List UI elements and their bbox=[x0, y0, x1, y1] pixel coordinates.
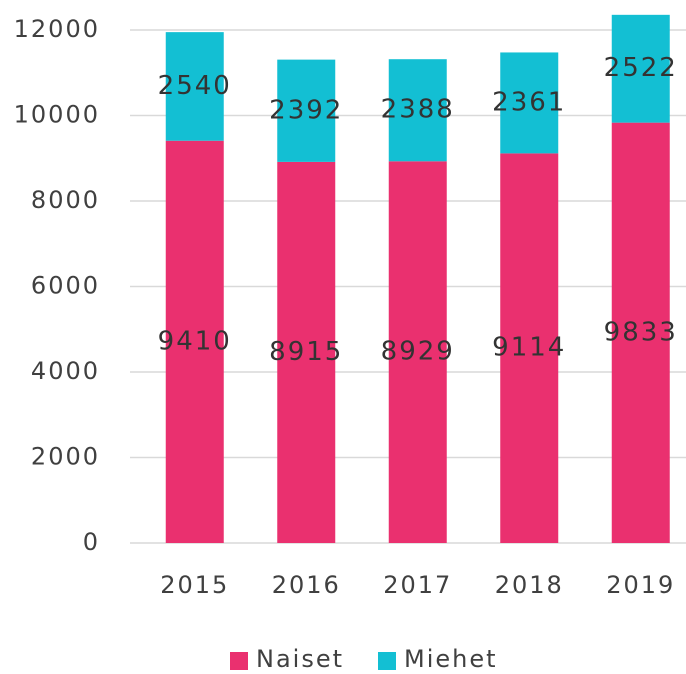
legend-swatch bbox=[378, 652, 396, 670]
y-tick-label: 4000 bbox=[31, 357, 100, 385]
y-tick-label: 10000 bbox=[14, 101, 100, 129]
value-label: 2522 bbox=[604, 53, 678, 83]
value-label: 9833 bbox=[604, 317, 678, 347]
legend-swatch bbox=[230, 652, 248, 670]
x-tick-label: 2018 bbox=[495, 571, 564, 599]
bar-segment bbox=[500, 153, 559, 543]
x-tick-label: 2017 bbox=[383, 571, 452, 599]
value-label: 2540 bbox=[158, 71, 232, 101]
x-tick-label: 2015 bbox=[160, 571, 229, 599]
legend-label: Naiset bbox=[256, 645, 344, 673]
value-label: 2392 bbox=[269, 95, 343, 125]
y-tick-label: 2000 bbox=[31, 443, 100, 471]
value-label: 8929 bbox=[381, 337, 455, 367]
bar-segment bbox=[500, 52, 559, 154]
value-label: 8915 bbox=[269, 337, 343, 367]
legend-label: Miehet bbox=[404, 645, 498, 673]
bar-segment bbox=[277, 59, 336, 162]
value-label: 2388 bbox=[381, 95, 455, 125]
y-tick-label: 8000 bbox=[31, 186, 100, 214]
bar-segment bbox=[388, 161, 447, 543]
bar-segment bbox=[611, 14, 670, 123]
x-tick-label: 2019 bbox=[606, 571, 675, 599]
value-label: 9114 bbox=[492, 333, 566, 363]
bar-segment bbox=[165, 32, 224, 141]
value-label: 2361 bbox=[492, 87, 566, 117]
bar-segment bbox=[165, 140, 224, 543]
y-tick-label: 0 bbox=[83, 528, 100, 556]
value-label: 9410 bbox=[158, 326, 232, 356]
bar-segment bbox=[388, 59, 447, 162]
bar-segment bbox=[611, 122, 670, 543]
y-tick-label: 6000 bbox=[31, 272, 100, 300]
bar-segment bbox=[277, 161, 336, 544]
x-tick-label: 2016 bbox=[272, 571, 341, 599]
y-tick-label: 12000 bbox=[14, 15, 100, 43]
